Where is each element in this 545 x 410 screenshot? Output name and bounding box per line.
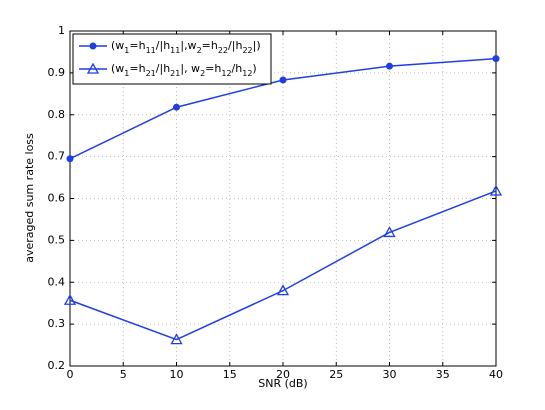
- circle-marker: [386, 62, 393, 70]
- triangle-marker: [489, 184, 503, 196]
- y-tick-label: 0.6: [48, 192, 66, 205]
- legend-label-part: =h: [205, 62, 221, 75]
- legend-label-part: 12: [221, 69, 231, 78]
- circle-marker: [66, 155, 74, 163]
- x-tick-label: 40: [489, 368, 503, 381]
- triangle-marker: [170, 333, 183, 345]
- y-tick-label: 0.5: [48, 233, 66, 246]
- legend-label-part: =h: [202, 39, 218, 52]
- triangle-marker: [86, 62, 100, 74]
- legend-label: (w1=h11/|h11|,w2=h22/|h22|): [111, 39, 261, 55]
- y-tick-label: 0.3: [48, 317, 66, 330]
- legend-label-part: 1: [124, 46, 129, 55]
- x-tick-label: 30: [383, 368, 397, 381]
- legend-label-part: 22: [242, 46, 252, 55]
- legend-label-part: /h: [232, 62, 243, 75]
- plot-frame: [69, 30, 497, 367]
- x-tick-label: 35: [436, 368, 450, 381]
- x-tick-label: 20: [276, 368, 290, 381]
- y-axis-label: averaged sum rate loss: [23, 133, 36, 263]
- legend-label: (w1=h21/|h21|, w2=h12/h12): [111, 62, 257, 78]
- y-tick-label: 0.9: [48, 66, 66, 79]
- circle-marker: [173, 103, 180, 111]
- legend-label-part: ): [252, 62, 256, 75]
- legend-label-part: =h: [129, 62, 145, 75]
- legend-label-part: 11: [170, 46, 180, 55]
- legend-label-part: =h: [129, 39, 145, 52]
- x-tick-label: 10: [170, 368, 184, 381]
- x-tick-label: 15: [223, 368, 237, 381]
- legend-label-part: |, w: [180, 62, 200, 75]
- y-tick-label: 0.2: [48, 359, 66, 372]
- triangle-marker: [276, 284, 290, 296]
- circle-marker: [492, 55, 500, 63]
- x-tick-label: 0: [67, 368, 74, 381]
- circle-marker: [279, 76, 287, 84]
- x-axis-label: SNR (dB): [258, 377, 307, 390]
- legend-label-part: (w: [111, 62, 124, 75]
- legend-label-part: 2: [197, 46, 202, 55]
- legend-label-part: 21: [170, 69, 180, 78]
- legend-label-part: |): [253, 39, 261, 52]
- legend-label-part: (w: [111, 39, 124, 52]
- legend-label-part: /|h: [156, 62, 170, 75]
- legend-label-part: 22: [218, 46, 228, 55]
- legend-label-part: 12: [242, 69, 252, 78]
- legend-label-part: 11: [146, 46, 156, 55]
- series-line: [69, 190, 497, 341]
- x-tick-label: 25: [329, 368, 343, 381]
- circle-marker: [89, 42, 97, 50]
- y-tick-label: 1: [58, 24, 65, 37]
- triangle-marker: [383, 226, 396, 238]
- y-tick-label: 0.8: [48, 108, 66, 121]
- legend-box: [72, 33, 272, 85]
- legend-label-part: 1: [124, 69, 129, 78]
- y-tick-label: 0.4: [48, 275, 66, 288]
- legend-label-part: 2: [200, 69, 205, 78]
- x-tick-label: 5: [120, 368, 127, 381]
- legend-label-part: /|h: [156, 39, 170, 52]
- legend-label-part: |,w: [180, 39, 196, 52]
- legend-label-part: 21: [146, 69, 156, 78]
- legend-label-part: /|h: [228, 39, 242, 52]
- triangle-marker: [63, 293, 77, 305]
- y-tick-label: 0.7: [48, 150, 66, 163]
